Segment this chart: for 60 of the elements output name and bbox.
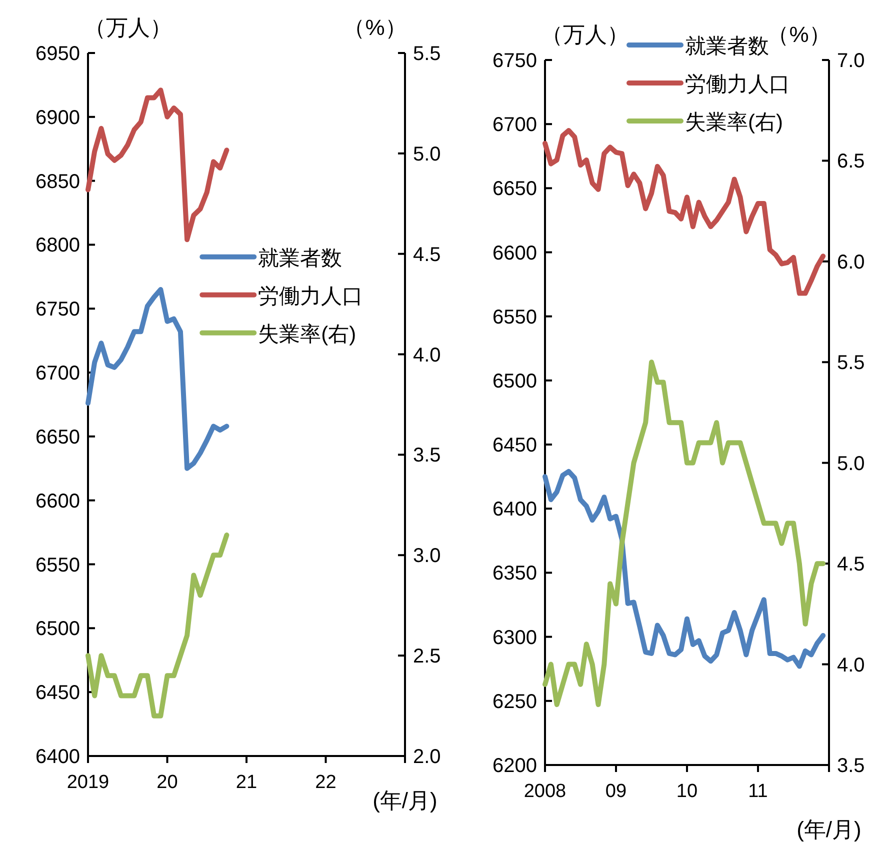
xtick: 20: [156, 772, 178, 793]
ytick: 6500: [492, 370, 537, 392]
ytick: 6850: [36, 170, 80, 193]
ytick: 6800: [36, 234, 80, 257]
ytick: 6750: [492, 50, 537, 72]
legend-label: 労働力人口: [685, 73, 790, 96]
ytick: 6200: [492, 755, 537, 777]
ytick: 6700: [36, 362, 80, 385]
ytick: 6550: [492, 306, 537, 328]
y2tick: 4.0: [837, 654, 865, 676]
y2tick: 5.5: [413, 43, 441, 65]
xtick: 22: [315, 772, 336, 793]
ytick: 6400: [36, 746, 80, 768]
legend-label: 失業率(右): [685, 111, 783, 134]
legend-label: 失業率(右): [258, 322, 356, 346]
xtick: 2008: [524, 781, 566, 802]
ylabel: （万人）: [84, 15, 172, 40]
ytick: 6400: [492, 498, 537, 521]
ytick: 6650: [492, 178, 537, 200]
ytick: 6450: [36, 682, 80, 704]
y2tick: 4.5: [837, 554, 865, 576]
y2tick: 4.5: [413, 244, 441, 266]
ytick: 6700: [492, 114, 537, 136]
legend-label: 就業者数: [685, 35, 769, 58]
y2tick: 2.0: [413, 746, 441, 768]
y2tick: 5.0: [837, 452, 865, 475]
ytick: 6300: [492, 626, 537, 649]
y2tick: 6.0: [837, 251, 865, 274]
ytick: 6900: [36, 106, 80, 129]
ytick: 6450: [492, 434, 537, 457]
ytick: 6550: [36, 554, 80, 576]
legend-label: 労働力人口: [258, 284, 364, 308]
ytick: 6500: [36, 618, 80, 640]
ytick: 6250: [492, 690, 537, 713]
ytick: 6600: [492, 242, 537, 264]
ytick: 6650: [36, 426, 80, 448]
y2tick: 3.0: [413, 545, 441, 568]
y2tick: 5.5: [837, 352, 865, 374]
xtick: 09: [605, 781, 627, 802]
y2tick: 7.0: [837, 50, 865, 72]
legend-label: 就業者数: [258, 246, 342, 270]
xtick: 10: [676, 781, 698, 802]
xlabel: (年/月): [796, 817, 862, 842]
y2tick: 3.5: [837, 755, 865, 777]
xtick: 11: [748, 781, 768, 802]
ytick: 6950: [36, 43, 80, 65]
xlabel: (年/月): [372, 788, 438, 813]
y2tick: 5.0: [413, 143, 441, 166]
y2tick: 6.5: [837, 150, 865, 173]
ytick: 6350: [492, 562, 537, 585]
y2tick: 3.5: [413, 444, 441, 467]
ylabel: （万人）: [541, 22, 629, 47]
y2tick: 2.5: [413, 646, 441, 668]
ytick: 6750: [36, 298, 80, 321]
y2label: （%）: [343, 15, 407, 40]
y2label: （%）: [767, 22, 831, 47]
xtick: 2019: [66, 772, 110, 793]
y2tick: 4.0: [413, 344, 441, 366]
ytick: 6600: [36, 490, 80, 512]
xtick: 21: [236, 772, 258, 793]
